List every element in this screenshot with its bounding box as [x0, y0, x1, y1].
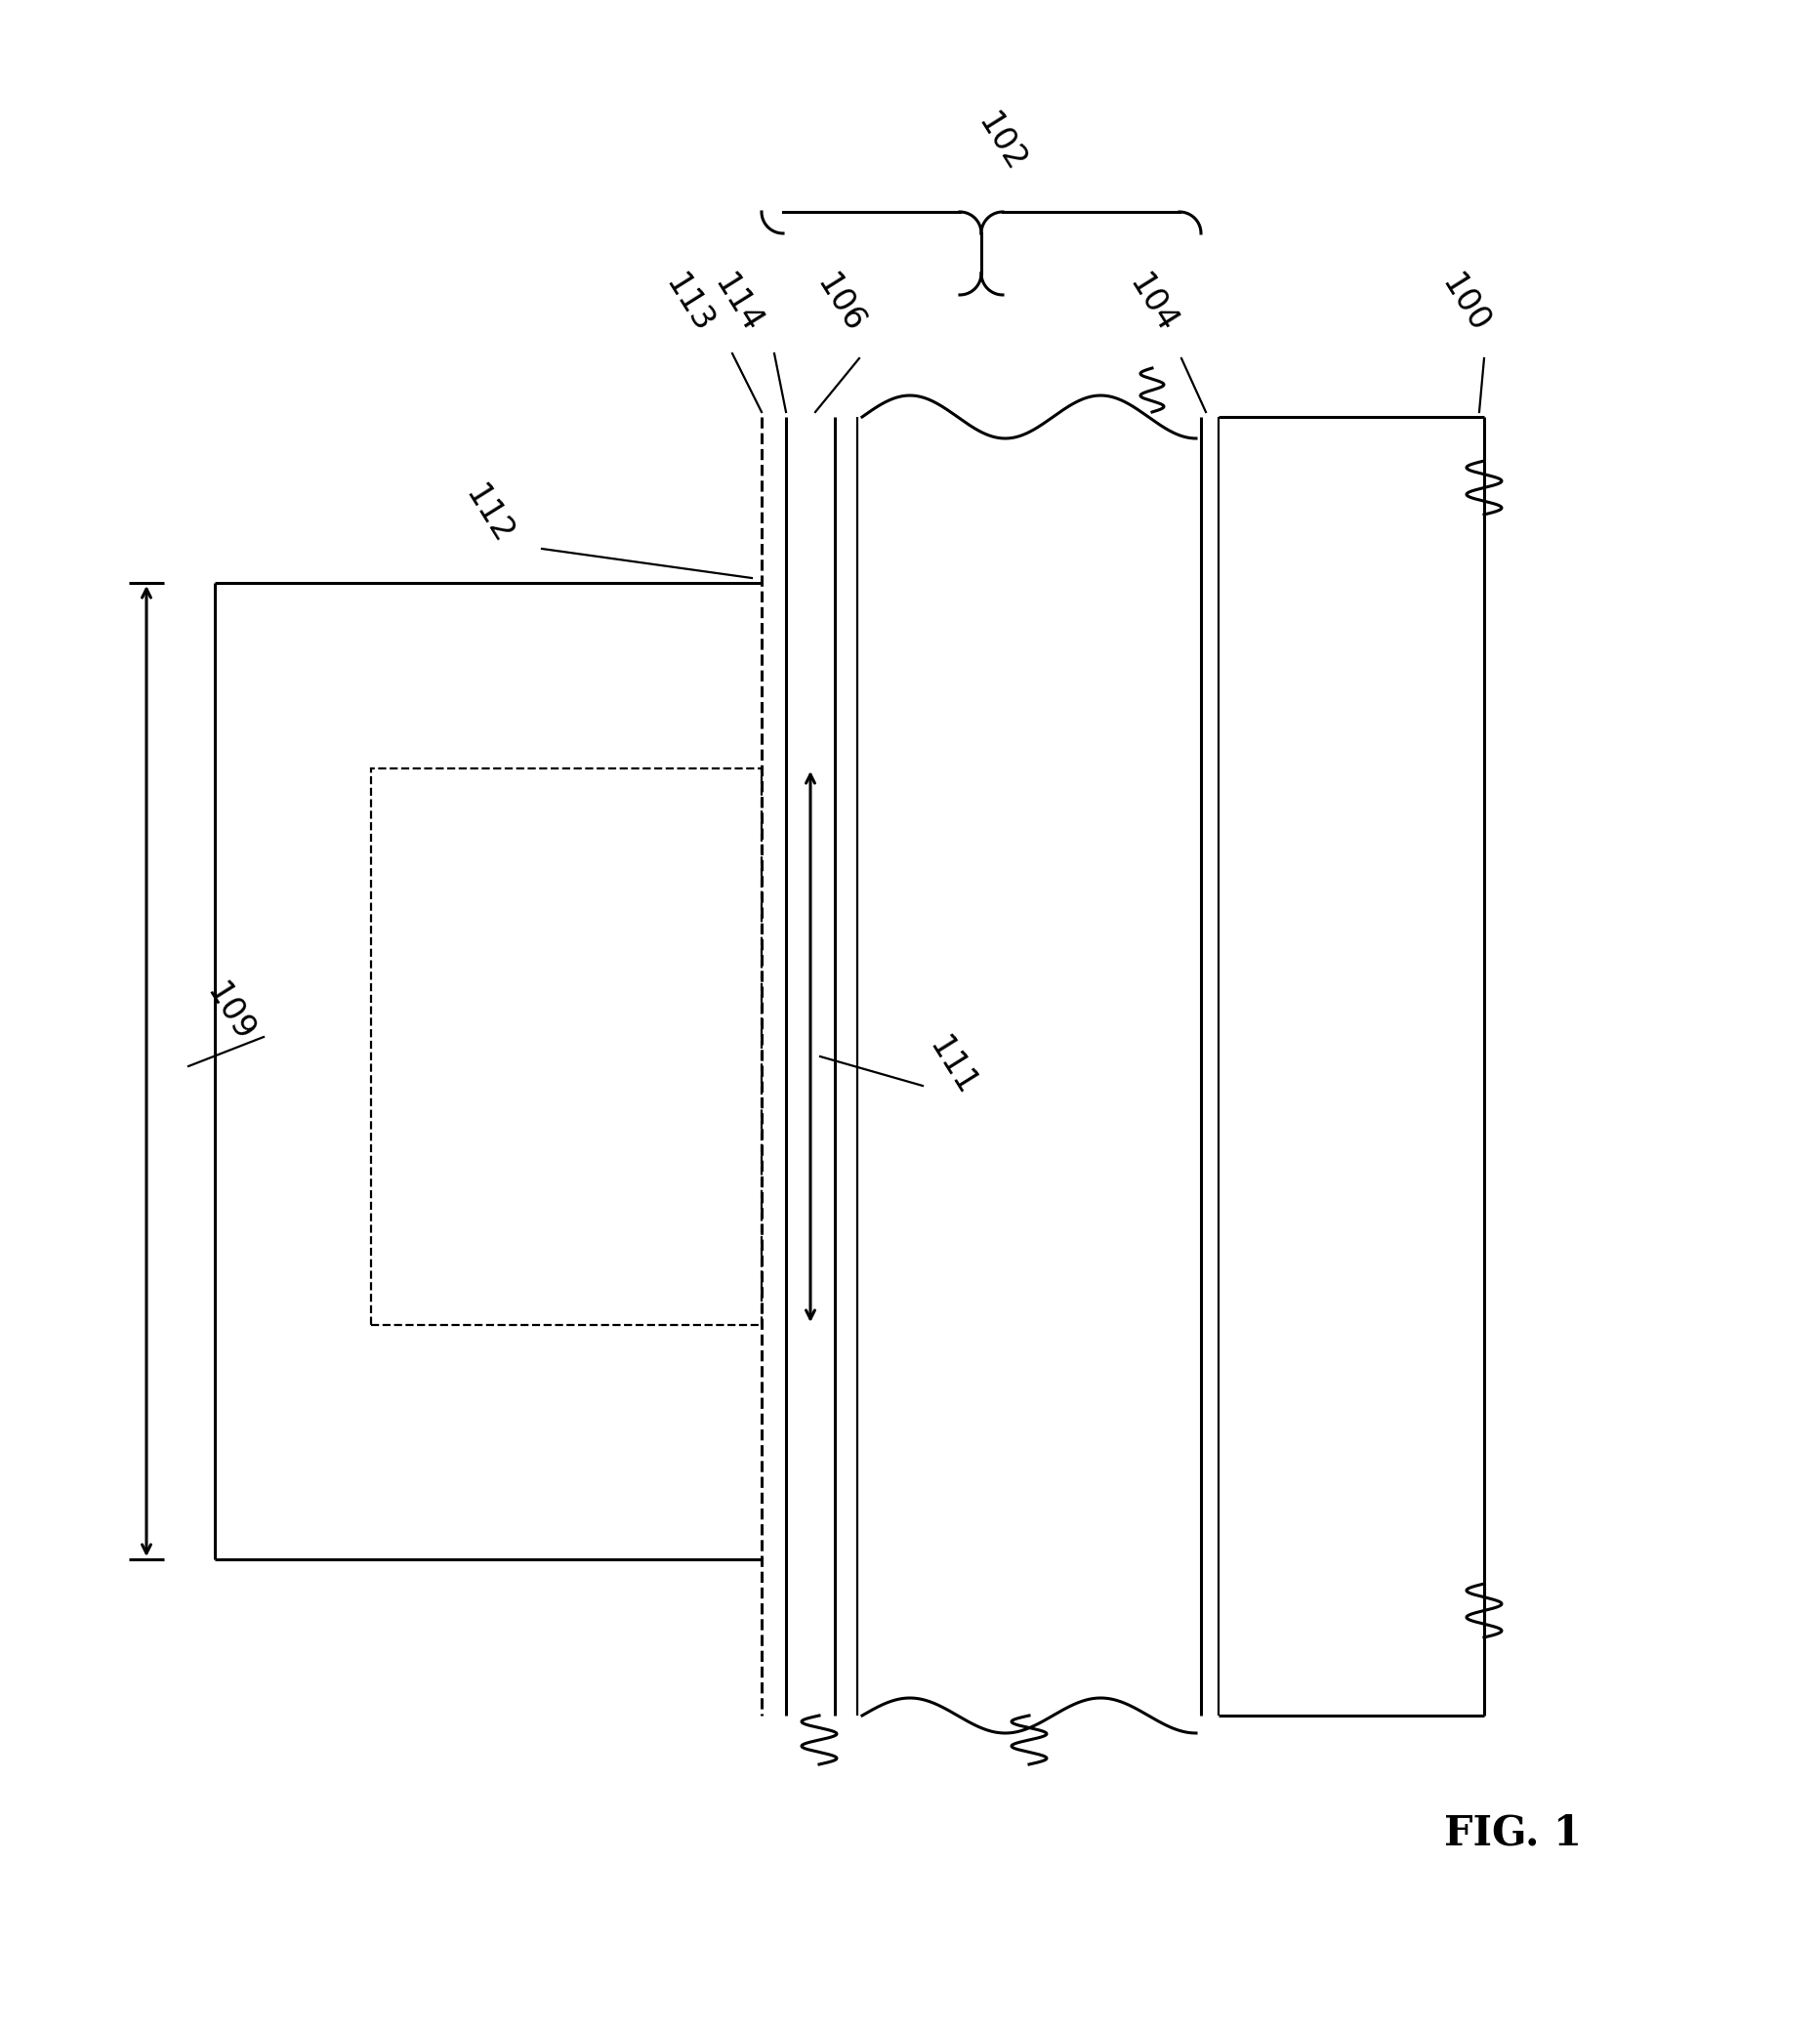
Text: 113: 113 — [657, 270, 719, 339]
Text: 111: 111 — [921, 1032, 981, 1101]
Text: 114: 114 — [706, 270, 766, 339]
Text: 100: 100 — [1434, 270, 1494, 339]
Text: 106: 106 — [810, 270, 870, 339]
Text: 104: 104 — [1121, 270, 1181, 339]
Text: 102: 102 — [970, 107, 1030, 178]
Text: 112: 112 — [459, 479, 519, 550]
Bar — [371, 769, 761, 1324]
Text: FIG. 1: FIG. 1 — [1443, 1813, 1582, 1854]
Text: 109: 109 — [198, 977, 260, 1048]
